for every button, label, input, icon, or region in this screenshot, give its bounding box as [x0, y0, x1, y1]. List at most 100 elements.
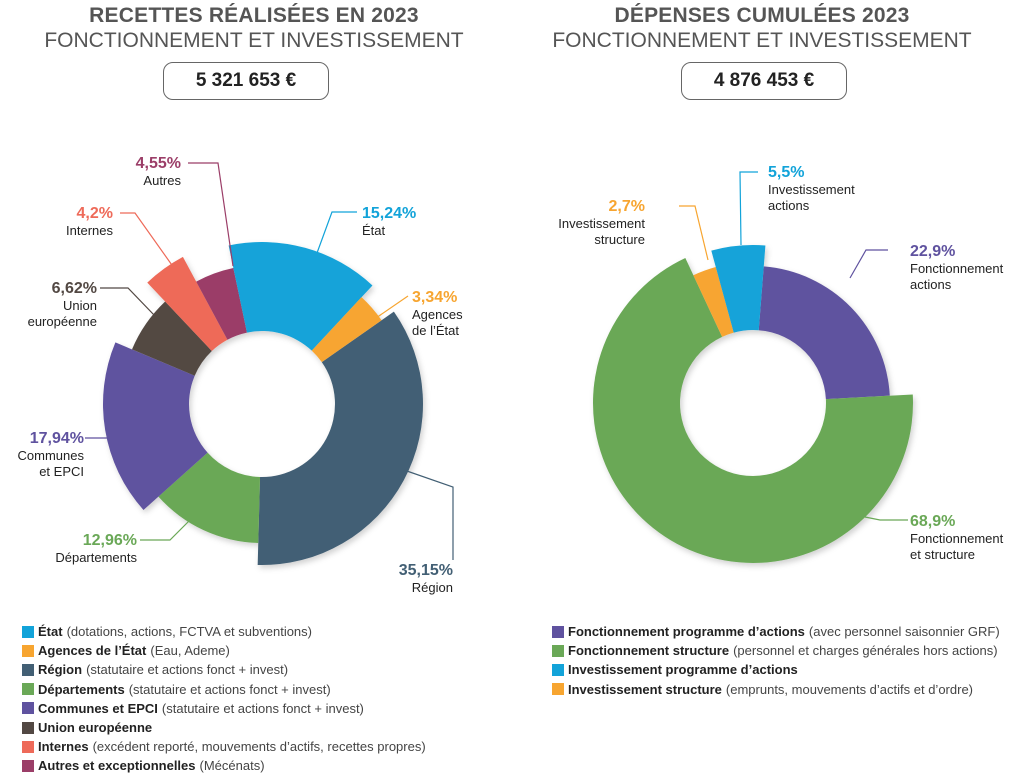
recettes-slice-percent: 15,24%	[362, 205, 416, 222]
recettes-leader-line	[188, 162, 234, 267]
legend-detail: (Mécénats)	[199, 758, 265, 774]
recettes-slice-percent: 4,2%	[77, 205, 113, 222]
recettes-slice-percent: 4,55%	[136, 155, 181, 172]
depenses-legend-item: Fonctionnement structure (personnel et ch…	[552, 641, 1000, 660]
depenses-total: 4 876 453 €	[681, 62, 847, 100]
recettes-slice-label: de l’État	[412, 323, 459, 338]
recettes-slice	[196, 267, 247, 340]
depenses-slice	[758, 266, 890, 400]
legend-swatch	[22, 664, 34, 676]
legend-swatch	[22, 683, 34, 696]
recettes-leader-line	[403, 469, 454, 560]
legend-swatch	[22, 721, 34, 734]
recettes-slice-label: Union	[63, 298, 97, 313]
legend-label: Internes	[38, 739, 89, 755]
depenses-slice-label: Investissement	[558, 216, 645, 231]
legend-label: État	[38, 624, 63, 639]
recettes-slice-percent: 35,15%	[399, 562, 453, 579]
recettes-slice-label: Communes	[18, 448, 85, 463]
depenses-slices	[593, 245, 914, 564]
legend-label: Autres et exceptionnelles	[38, 758, 196, 774]
recettes-slice-label: européenne	[28, 314, 97, 329]
legend-label: Fonctionnement programme d’actions	[568, 624, 805, 639]
depenses-legend-item: Investissement structure (emprunts, mouve…	[552, 680, 1000, 699]
recettes-donut-chart: 35,15%Région 12,96%Départements 17,94%Comm…	[18, 155, 464, 595]
legend-label: Région	[38, 662, 83, 678]
depenses-legend: Fonctionnement programme d’actions (avec …	[552, 622, 1000, 699]
recettes-title: RECETTES RÉALISÉES EN 2023	[89, 4, 419, 27]
depenses-slice-label: Investissement	[768, 182, 855, 197]
recettes-slice-label: État	[362, 223, 386, 238]
recettes-leader-line	[120, 212, 175, 269]
recettes-slice	[311, 297, 382, 363]
legend-swatch	[22, 740, 34, 753]
recettes-leader-line	[316, 211, 357, 254]
depenses-leader-line	[849, 249, 888, 279]
depenses-subtitle: FONCTIONNEMENT ET INVESTISSEMENT	[552, 29, 972, 52]
depenses-slice	[693, 266, 734, 337]
recettes-labels: 35,15%Région 12,96%Départements 17,94%Comm…	[18, 155, 464, 595]
recettes-slice-label: Région	[412, 580, 453, 595]
recettes-slice-label: Internes	[66, 223, 113, 238]
legend-swatch	[552, 644, 564, 657]
depenses-legend-item: Fonctionnement programme d’actions (avec …	[552, 622, 1000, 641]
legend-detail: (avec personnel saisonnier GRF)	[808, 624, 1000, 639]
depenses-slice-label: structure	[594, 232, 645, 247]
legend-detail: (statutaire et actions fonct + invest)	[161, 700, 364, 716]
depenses-slice-percent: 2,7%	[609, 198, 645, 215]
depenses-slice-percent: 5,5%	[768, 164, 804, 181]
recettes-slice-label: Agences	[412, 307, 463, 322]
recettes-legend-item: Départements (statutaire et actions fonct…	[22, 680, 426, 699]
legend-label: Fonctionnement structure	[568, 643, 730, 659]
depenses-slice-label: et structure	[910, 547, 975, 562]
recettes-slices	[102, 242, 423, 565]
recettes-slice	[228, 242, 373, 351]
recettes-legend-item: Communes et EPCI (statutaire et actions f…	[22, 699, 426, 718]
depenses-slice	[711, 245, 766, 333]
depenses-slice-label: Fonctionnement	[910, 531, 1004, 546]
recettes-slice-percent: 12,96%	[83, 532, 137, 549]
depenses-legend-item: Investissement programme d’actions	[552, 660, 1000, 679]
legend-label: Investissement programme d’actions	[568, 662, 798, 678]
recettes-slice	[147, 256, 228, 351]
depenses-leader-line	[679, 205, 709, 261]
legend-detail: (personnel et charges générales hors act…	[733, 643, 998, 659]
depenses-leader-line	[864, 516, 908, 521]
recettes-legend-item: Autres et exceptionnelles (Mécénats)	[22, 756, 426, 775]
recettes-panel: RECETTES RÉALISÉES EN 2023 FONCTIONNEMEN…	[18, 4, 464, 776]
depenses-slice-label: actions	[768, 198, 810, 213]
depenses-title: DÉPENSES CUMULÉES 2023	[614, 4, 910, 27]
recettes-slice-label: Départements	[55, 550, 137, 565]
depenses-slice	[593, 258, 914, 564]
recettes-slice-percent: 17,94%	[30, 430, 84, 447]
depenses-slice-percent: 22,9%	[910, 243, 955, 260]
legend-swatch	[22, 760, 34, 773]
recettes-leader-line	[140, 519, 191, 541]
depenses-panel: DÉPENSES CUMULÉES 2023 FONCTIONNEMENT ET…	[508, 0, 1016, 776]
depenses-slice-percent: 68,9%	[910, 513, 955, 530]
legend-swatch	[552, 625, 564, 638]
depenses-labels: 22,9%Fonctionnementactions68,9%Fonctionn…	[558, 164, 1003, 562]
recettes-subtitle: FONCTIONNEMENT ET INVESTISSEMENT	[44, 29, 464, 52]
legend-swatch	[552, 664, 564, 676]
depenses-slice-label: actions	[910, 277, 952, 292]
legend-swatch	[22, 702, 34, 715]
recettes-total: 5 321 653 €	[163, 62, 329, 100]
recettes-slice-percent: 6,62%	[52, 280, 97, 297]
recettes-legend-item: Union européenne	[22, 718, 426, 737]
recettes-legend-item: État (dotations, actions, FCTVA et subven…	[22, 622, 426, 641]
legend-swatch	[552, 683, 564, 696]
legend-detail: (statutaire et actions fonct + invest)	[86, 662, 289, 678]
recettes-slice-percent: 3,34%	[412, 289, 457, 306]
legend-label: Agences de l’État	[38, 643, 147, 659]
depenses-slice-label: Fonctionnement	[910, 261, 1004, 276]
legend-detail: (Eau, Ademe)	[150, 643, 230, 659]
legend-swatch	[22, 644, 34, 657]
legend-swatch	[22, 625, 34, 638]
recettes-legend-item: Région (statutaire et actions fonct + inv…	[22, 660, 426, 679]
recettes-legend-item: Agences de l’État (Eau, Ademe)	[22, 641, 426, 660]
legend-label: Union européenne	[38, 720, 153, 736]
legend-label: Investissement structure	[568, 681, 722, 697]
recettes-slice	[131, 301, 212, 376]
recettes-legend: État (dotations, actions, FCTVA et subven…	[22, 622, 426, 776]
